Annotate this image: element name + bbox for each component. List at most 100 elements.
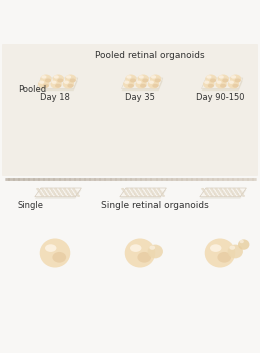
Ellipse shape bbox=[217, 252, 231, 263]
Polygon shape bbox=[200, 190, 246, 199]
Ellipse shape bbox=[159, 190, 161, 191]
Ellipse shape bbox=[239, 190, 241, 191]
Ellipse shape bbox=[150, 74, 161, 83]
Ellipse shape bbox=[50, 80, 62, 89]
Ellipse shape bbox=[238, 195, 240, 197]
Ellipse shape bbox=[67, 84, 74, 88]
Ellipse shape bbox=[63, 80, 74, 89]
Ellipse shape bbox=[224, 195, 227, 197]
Ellipse shape bbox=[44, 193, 47, 195]
Ellipse shape bbox=[161, 193, 164, 195]
Ellipse shape bbox=[162, 195, 165, 197]
Ellipse shape bbox=[152, 193, 154, 195]
Ellipse shape bbox=[42, 190, 44, 191]
Ellipse shape bbox=[75, 192, 77, 193]
Ellipse shape bbox=[137, 192, 140, 193]
Ellipse shape bbox=[222, 78, 229, 83]
Ellipse shape bbox=[241, 193, 244, 195]
Ellipse shape bbox=[230, 190, 232, 191]
Polygon shape bbox=[202, 78, 243, 89]
Ellipse shape bbox=[133, 192, 135, 193]
Text: Day 90-150: Day 90-150 bbox=[196, 94, 244, 102]
Ellipse shape bbox=[204, 192, 206, 193]
Ellipse shape bbox=[56, 190, 58, 191]
Ellipse shape bbox=[57, 78, 63, 83]
Text: Day 35: Day 35 bbox=[125, 94, 155, 102]
Ellipse shape bbox=[205, 239, 235, 268]
Ellipse shape bbox=[151, 192, 153, 193]
Ellipse shape bbox=[125, 239, 155, 268]
Ellipse shape bbox=[157, 188, 160, 190]
Ellipse shape bbox=[160, 192, 162, 193]
Ellipse shape bbox=[210, 193, 212, 195]
Ellipse shape bbox=[77, 195, 80, 197]
Ellipse shape bbox=[59, 195, 62, 197]
Ellipse shape bbox=[131, 195, 133, 197]
Ellipse shape bbox=[65, 190, 67, 191]
Ellipse shape bbox=[208, 192, 211, 193]
Ellipse shape bbox=[65, 74, 76, 83]
Ellipse shape bbox=[206, 75, 211, 79]
Ellipse shape bbox=[50, 195, 53, 197]
Ellipse shape bbox=[239, 240, 244, 243]
Ellipse shape bbox=[124, 192, 126, 193]
Ellipse shape bbox=[219, 188, 222, 190]
Ellipse shape bbox=[61, 192, 64, 193]
Ellipse shape bbox=[233, 188, 235, 190]
Ellipse shape bbox=[228, 193, 230, 195]
Ellipse shape bbox=[125, 193, 128, 195]
Ellipse shape bbox=[215, 188, 217, 190]
Ellipse shape bbox=[149, 80, 154, 84]
Ellipse shape bbox=[204, 80, 209, 84]
Ellipse shape bbox=[217, 192, 220, 193]
Ellipse shape bbox=[40, 193, 43, 195]
Ellipse shape bbox=[148, 80, 159, 89]
Ellipse shape bbox=[206, 195, 209, 197]
Ellipse shape bbox=[127, 190, 129, 191]
Ellipse shape bbox=[123, 80, 134, 89]
Ellipse shape bbox=[52, 192, 55, 193]
Ellipse shape bbox=[53, 252, 66, 263]
Ellipse shape bbox=[60, 190, 63, 191]
Ellipse shape bbox=[54, 188, 57, 190]
Ellipse shape bbox=[72, 188, 75, 190]
Ellipse shape bbox=[226, 192, 229, 193]
Ellipse shape bbox=[219, 75, 224, 79]
Ellipse shape bbox=[76, 193, 79, 195]
Ellipse shape bbox=[228, 245, 243, 258]
Ellipse shape bbox=[69, 190, 72, 191]
Ellipse shape bbox=[66, 192, 68, 193]
Ellipse shape bbox=[152, 84, 159, 88]
Ellipse shape bbox=[36, 188, 39, 190]
Polygon shape bbox=[202, 80, 243, 91]
Ellipse shape bbox=[203, 80, 214, 89]
Ellipse shape bbox=[157, 193, 159, 195]
Ellipse shape bbox=[132, 190, 134, 191]
Ellipse shape bbox=[232, 84, 239, 88]
Ellipse shape bbox=[54, 193, 56, 195]
Ellipse shape bbox=[232, 193, 235, 195]
Ellipse shape bbox=[231, 75, 236, 79]
Polygon shape bbox=[121, 80, 163, 91]
Ellipse shape bbox=[50, 188, 52, 190]
Ellipse shape bbox=[237, 193, 239, 195]
Ellipse shape bbox=[55, 195, 57, 197]
Ellipse shape bbox=[145, 190, 148, 191]
Ellipse shape bbox=[58, 193, 61, 195]
Ellipse shape bbox=[220, 195, 222, 197]
Ellipse shape bbox=[148, 245, 163, 258]
Ellipse shape bbox=[135, 195, 138, 197]
Ellipse shape bbox=[69, 78, 76, 83]
Ellipse shape bbox=[138, 74, 149, 83]
Ellipse shape bbox=[121, 188, 124, 190]
Polygon shape bbox=[35, 190, 81, 199]
Ellipse shape bbox=[151, 75, 156, 79]
Polygon shape bbox=[36, 80, 78, 91]
Ellipse shape bbox=[242, 195, 245, 197]
Ellipse shape bbox=[235, 192, 238, 193]
Ellipse shape bbox=[212, 190, 214, 191]
Ellipse shape bbox=[154, 190, 157, 191]
Ellipse shape bbox=[128, 84, 134, 88]
Ellipse shape bbox=[217, 80, 222, 84]
Ellipse shape bbox=[47, 190, 49, 191]
